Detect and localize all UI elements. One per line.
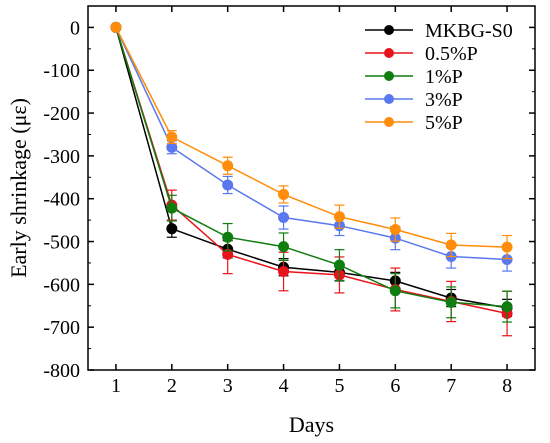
x-tick-label: 7 xyxy=(446,375,456,397)
data-point xyxy=(278,188,290,200)
y-tick-label: -800 xyxy=(43,360,80,382)
series-line xyxy=(115,27,508,308)
data-point xyxy=(445,296,457,308)
data-point xyxy=(166,202,178,214)
legend-marker xyxy=(384,117,394,127)
y-axis-title: Early shrinkage (με) xyxy=(6,98,31,278)
legend-label: 5%P xyxy=(425,112,463,134)
data-point xyxy=(110,21,122,33)
data-point xyxy=(166,223,178,235)
x-tick-label: 2 xyxy=(167,375,177,397)
x-tick-label: 5 xyxy=(334,375,344,397)
y-tick-label: -300 xyxy=(43,146,80,168)
data-point xyxy=(501,301,513,313)
legend-label: 0.5%P xyxy=(425,43,478,65)
series-layer xyxy=(110,21,513,337)
axes: 1 2 3 4 5 6 7 8 0 -100 -200 -300 -400 -500 -600 -700 -80… xyxy=(43,5,536,397)
x-axis-title: Days xyxy=(289,412,334,437)
y-tick-label: -200 xyxy=(43,103,80,125)
x-tick-label: 6 xyxy=(390,375,400,397)
data-point xyxy=(501,241,513,253)
data-point xyxy=(166,131,178,143)
y-tick-label: -600 xyxy=(43,274,80,296)
legend-marker xyxy=(384,25,394,35)
data-point xyxy=(333,259,345,271)
data-point xyxy=(389,285,401,297)
x-tick-label: 8 xyxy=(502,375,512,397)
series-line xyxy=(115,27,508,248)
legend-label: 3%P xyxy=(425,89,463,111)
series xyxy=(110,21,513,260)
data-point xyxy=(222,179,234,191)
x-tick-label: 1 xyxy=(111,375,121,397)
legend-marker xyxy=(384,71,394,81)
data-point xyxy=(278,241,290,253)
y-tick-label: -500 xyxy=(43,232,80,254)
data-point xyxy=(278,266,290,278)
series-line xyxy=(115,27,508,309)
legend-marker xyxy=(384,48,394,58)
data-point xyxy=(278,212,290,224)
y-tick-label: -700 xyxy=(43,317,80,339)
data-point xyxy=(445,239,457,251)
plot-frame xyxy=(87,5,536,371)
y-tick-label: -400 xyxy=(43,189,80,211)
y-tick-label: -100 xyxy=(43,60,80,82)
data-point xyxy=(222,160,234,172)
legend-marker xyxy=(384,94,394,104)
legend-label: 1%P xyxy=(425,66,463,88)
data-point xyxy=(333,211,345,223)
x-tick-label: 3 xyxy=(223,375,233,397)
y-tick-label: 0 xyxy=(70,17,80,39)
data-point xyxy=(222,231,234,243)
legend-label: MKBG-S0 xyxy=(425,20,513,42)
legend: MKBG-S00.5%P1%P3%P5%P xyxy=(365,20,513,134)
x-tick-label: 4 xyxy=(279,375,289,397)
data-point xyxy=(389,224,401,236)
series-line xyxy=(115,27,508,261)
